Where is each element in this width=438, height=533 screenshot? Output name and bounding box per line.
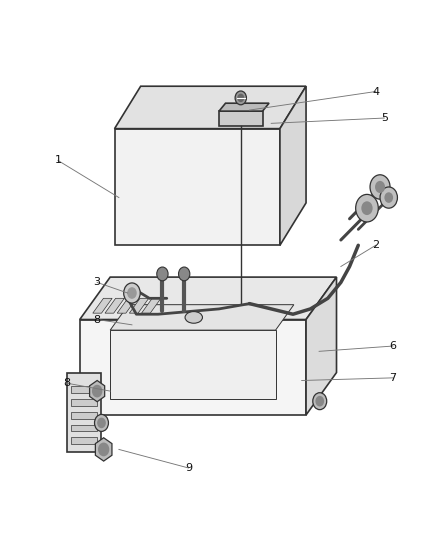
Polygon shape [80,319,306,415]
Polygon shape [71,437,97,444]
Circle shape [237,94,244,102]
Polygon shape [90,381,105,402]
Circle shape [157,267,168,281]
Circle shape [124,283,140,303]
Polygon shape [71,386,97,393]
Circle shape [385,192,393,203]
Circle shape [356,195,378,222]
Polygon shape [95,438,112,461]
Ellipse shape [185,312,202,323]
Polygon shape [219,111,262,126]
Polygon shape [110,330,276,399]
Text: 4: 4 [372,86,379,96]
Circle shape [375,181,385,193]
Circle shape [95,415,109,431]
Circle shape [98,442,110,456]
Polygon shape [71,424,97,431]
Polygon shape [129,298,149,313]
Polygon shape [93,298,112,313]
Text: 9: 9 [185,463,192,473]
Polygon shape [71,399,97,406]
Polygon shape [306,277,336,415]
Polygon shape [80,277,336,319]
Polygon shape [67,373,102,452]
Circle shape [313,393,327,410]
Polygon shape [141,298,161,313]
Circle shape [97,418,106,428]
Polygon shape [71,412,97,419]
Polygon shape [110,305,294,330]
Text: 8: 8 [63,378,70,388]
Circle shape [179,267,190,281]
Polygon shape [115,86,306,128]
Circle shape [92,385,102,398]
Text: 2: 2 [372,240,379,251]
Text: 8: 8 [94,314,101,325]
Circle shape [370,175,390,199]
Text: 7: 7 [389,373,397,383]
Circle shape [361,201,373,215]
Polygon shape [115,128,280,245]
Polygon shape [117,298,137,313]
Polygon shape [280,86,306,245]
Text: 3: 3 [94,277,101,287]
Circle shape [235,91,247,105]
Circle shape [127,287,137,299]
Circle shape [380,187,397,208]
Text: 6: 6 [389,341,396,351]
Circle shape [315,396,324,407]
Text: 5: 5 [381,113,388,123]
Polygon shape [105,298,124,313]
Polygon shape [219,103,269,111]
Text: 1: 1 [54,156,61,165]
